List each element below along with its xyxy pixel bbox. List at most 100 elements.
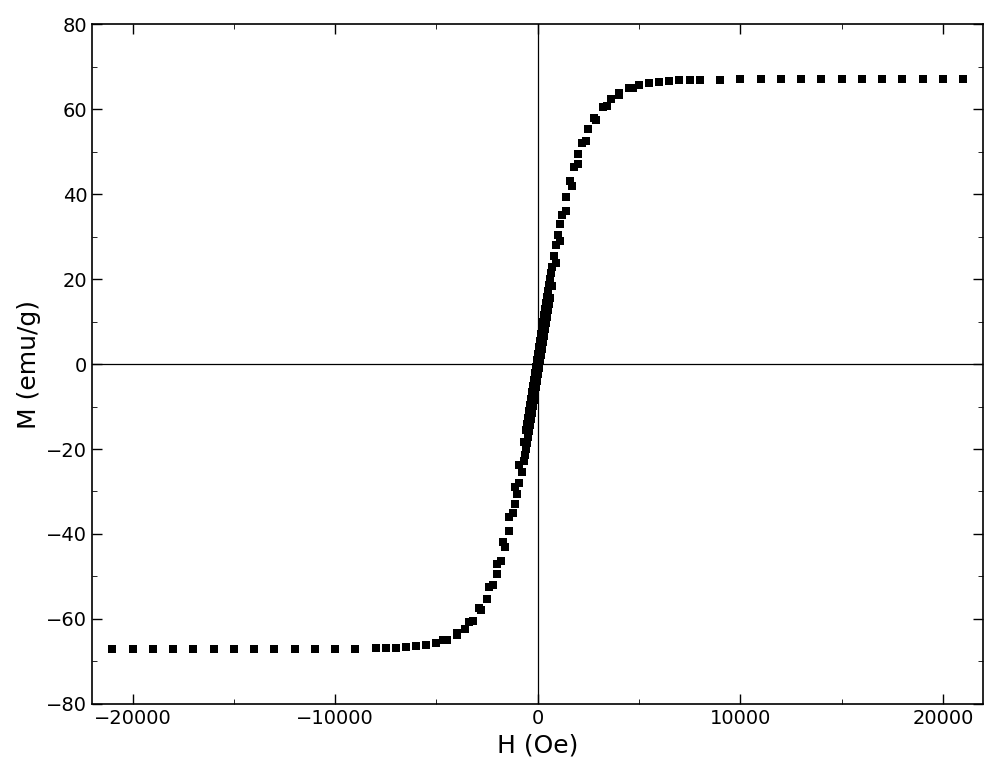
Point [537,303,553,315]
Point [570,158,586,170]
Point [523,413,539,425]
Point [558,205,574,217]
Point [165,642,181,655]
Point [520,412,536,424]
Point [539,290,555,303]
Point [542,292,558,304]
Point [516,436,532,448]
Point [548,239,564,252]
Point [535,316,551,328]
Point [461,616,477,628]
Point [521,406,537,418]
Point [552,218,568,231]
Point [546,250,562,262]
Point [493,555,509,567]
Point [428,637,444,649]
Point [497,541,513,553]
Point [550,228,566,241]
Point [525,380,541,392]
Point [457,623,473,635]
Point [534,342,550,354]
Point [540,304,556,317]
Point [874,74,890,86]
Point [621,82,637,94]
Point [418,639,434,652]
Point [507,498,523,510]
Point [519,437,535,450]
Point [552,235,568,247]
Point [145,642,161,655]
Point [834,74,850,86]
Point [523,392,539,405]
Point [554,209,570,221]
Point [519,418,535,430]
Point [712,74,728,86]
Point [206,642,222,655]
Point [732,74,748,86]
Point [793,74,809,86]
Point [495,536,511,549]
Point [532,334,548,347]
Point [641,77,657,89]
Point [531,341,547,354]
Point [481,581,497,594]
Point [522,419,538,431]
Point [307,642,323,655]
Point [712,74,728,86]
Point [449,627,465,639]
Point [435,634,451,646]
Point [536,309,552,321]
Point [501,511,517,523]
Point [538,317,554,329]
Point [524,406,540,419]
Point [692,74,708,86]
Point [539,310,555,323]
Point [915,74,931,86]
Point [507,481,523,494]
Point [125,642,141,655]
Point [516,455,532,467]
Point [521,425,537,437]
Point [185,642,201,655]
Point [439,634,455,646]
Point [532,355,548,368]
Point [570,148,586,160]
Point [528,361,544,373]
Point [625,81,641,94]
Point [542,272,558,285]
Point [520,431,536,444]
Point [915,74,931,86]
Point [793,74,809,86]
Point [641,77,657,90]
Point [266,642,282,655]
Point [511,477,527,489]
Point [287,642,303,655]
Point [104,642,120,655]
Point [661,75,677,87]
Point [501,525,517,537]
Point [955,74,971,86]
Point [145,642,161,655]
Point [564,180,580,192]
Point [368,642,384,655]
Point [540,285,556,297]
Point [586,112,602,125]
Point [935,74,951,86]
Point [185,642,201,655]
X-axis label: H (Oe): H (Oe) [497,733,578,757]
Point [533,349,549,361]
Point [511,459,527,471]
Point [588,114,604,126]
Point [631,79,647,91]
Point [378,642,394,654]
Point [753,74,769,86]
Point [327,642,343,655]
Point [544,261,560,273]
Point [599,100,615,112]
Point [347,642,363,655]
Point [541,279,557,291]
Point [479,593,495,605]
Point [526,373,542,385]
Point [529,354,545,366]
Point [603,93,619,105]
